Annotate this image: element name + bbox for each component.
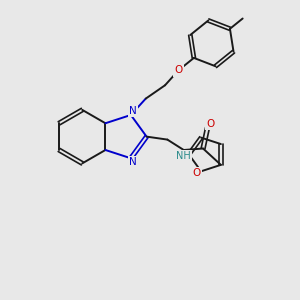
Text: O: O (193, 168, 201, 178)
Text: O: O (174, 65, 182, 75)
Text: O: O (206, 119, 214, 129)
Text: N: N (129, 106, 136, 116)
Text: N: N (129, 157, 137, 167)
Text: NH: NH (176, 151, 191, 161)
